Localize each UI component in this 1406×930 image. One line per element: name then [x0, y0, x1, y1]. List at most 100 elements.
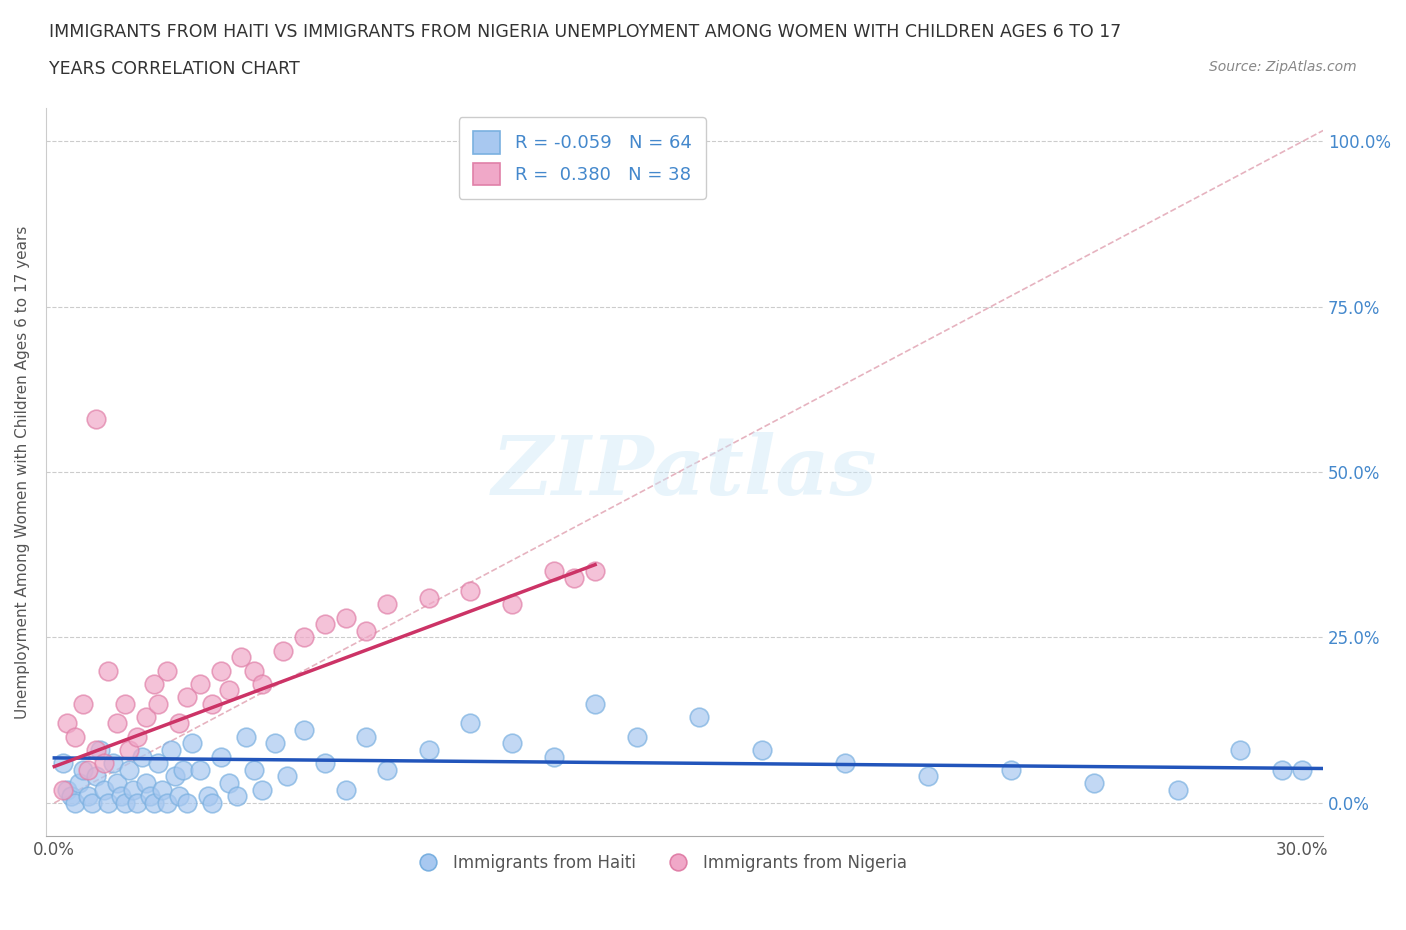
Point [356, 729, 378, 744]
Point [59, 789, 82, 804]
Point [583, 564, 606, 578]
Point [156, 663, 179, 678]
Point [314, 617, 336, 631]
Point [209, 663, 232, 678]
Point [176, 689, 198, 704]
Point [209, 750, 232, 764]
Point [180, 736, 202, 751]
Point [172, 763, 194, 777]
Point [127, 729, 149, 744]
Point [235, 729, 257, 744]
Point [688, 710, 710, 724]
Point [626, 729, 648, 744]
Legend: Immigrants from Haiti, Immigrants from Nigeria: Immigrants from Haiti, Immigrants from N… [405, 847, 914, 879]
Point [314, 756, 336, 771]
Point [89, 742, 111, 757]
Text: Source: ZipAtlas.com: Source: ZipAtlas.com [1209, 60, 1357, 74]
Point [243, 663, 266, 678]
Point [118, 763, 141, 777]
Point [152, 782, 174, 797]
Point [1291, 763, 1313, 777]
Point [917, 769, 939, 784]
Point [101, 756, 124, 771]
Point [460, 584, 482, 599]
Point [271, 644, 294, 658]
Point [418, 742, 440, 757]
Point [84, 412, 107, 427]
Point [143, 795, 166, 810]
Point [84, 742, 107, 757]
Text: YEARS CORRELATION CHART: YEARS CORRELATION CHART [49, 60, 299, 78]
Point [76, 763, 98, 777]
Point [122, 782, 145, 797]
Point [243, 763, 266, 777]
Point [105, 776, 128, 790]
Point [52, 756, 75, 771]
Point [55, 716, 77, 731]
Point [84, 769, 107, 784]
Point [93, 782, 115, 797]
Point [72, 763, 94, 777]
Point [139, 789, 162, 804]
Point [834, 756, 856, 771]
Point [148, 697, 170, 711]
Point [114, 697, 136, 711]
Point [751, 742, 773, 757]
Point [501, 736, 523, 751]
Point [562, 570, 585, 585]
Point [131, 750, 153, 764]
Point [156, 795, 179, 810]
Point [356, 623, 378, 638]
Y-axis label: Unemployment Among Women with Children Ages 6 to 17 years: Unemployment Among Women with Children A… [15, 225, 30, 719]
Point [543, 750, 565, 764]
Point [1000, 763, 1022, 777]
Point [231, 650, 253, 665]
Point [176, 795, 198, 810]
Point [201, 697, 224, 711]
Point [76, 789, 98, 804]
Point [252, 676, 274, 691]
Point [201, 795, 224, 810]
Point [543, 564, 565, 578]
Point [80, 795, 103, 810]
Point [252, 782, 274, 797]
Point [335, 782, 357, 797]
Point [375, 763, 398, 777]
Point [167, 789, 190, 804]
Point [63, 729, 86, 744]
Point [188, 763, 211, 777]
Point [148, 756, 170, 771]
Point [163, 769, 186, 784]
Point [118, 742, 141, 757]
Point [167, 716, 190, 731]
Point [418, 591, 440, 605]
Point [292, 630, 315, 644]
Text: ZIPatlas: ZIPatlas [492, 432, 877, 512]
Point [93, 756, 115, 771]
Point [135, 710, 157, 724]
Text: IMMIGRANTS FROM HAITI VS IMMIGRANTS FROM NIGERIA UNEMPLOYMENT AMONG WOMEN WITH C: IMMIGRANTS FROM HAITI VS IMMIGRANTS FROM… [49, 23, 1122, 41]
Point [55, 782, 77, 797]
Point [1229, 742, 1251, 757]
Point [292, 723, 315, 737]
Point [67, 776, 90, 790]
Point [226, 789, 249, 804]
Point [335, 610, 357, 625]
Point [1083, 776, 1105, 790]
Point [72, 697, 94, 711]
Point [97, 663, 120, 678]
Point [188, 676, 211, 691]
Point [263, 736, 285, 751]
Point [583, 697, 606, 711]
Point [1270, 763, 1292, 777]
Point [197, 789, 219, 804]
Point [52, 782, 75, 797]
Point [501, 597, 523, 612]
Point [105, 716, 128, 731]
Point [460, 716, 482, 731]
Point [114, 795, 136, 810]
Point [110, 789, 132, 804]
Point [127, 795, 149, 810]
Point [218, 776, 240, 790]
Point [143, 676, 166, 691]
